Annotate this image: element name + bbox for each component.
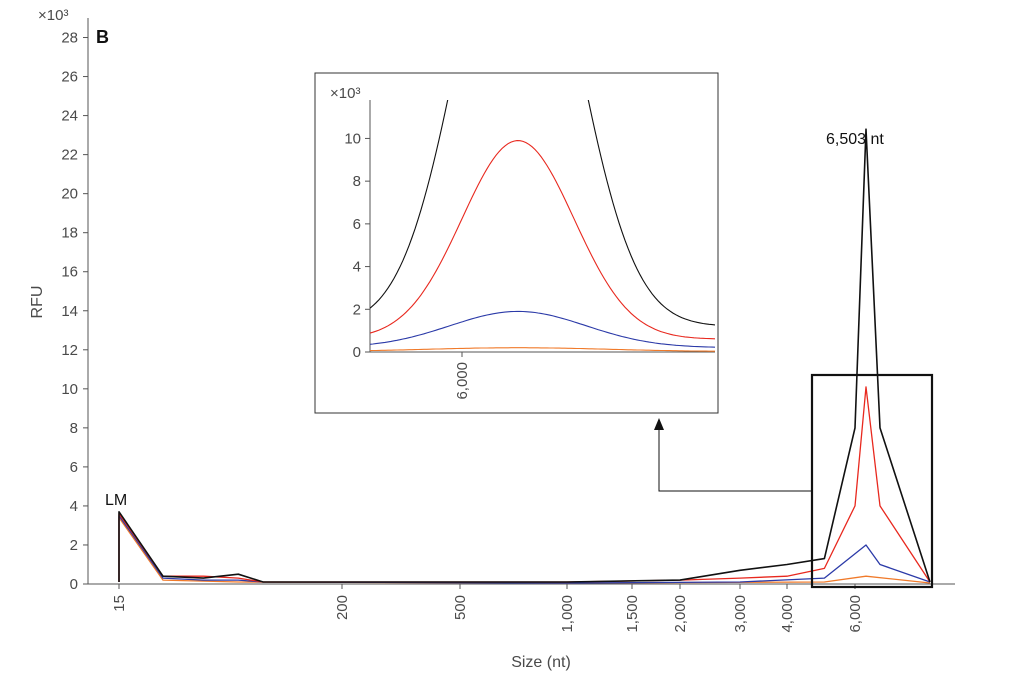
inset-y-tick-label: 4: [353, 259, 361, 276]
y-tick-label: 14: [61, 303, 78, 320]
inset-y-tick-label: 10: [344, 130, 361, 147]
y-tick-label: 10: [61, 381, 78, 398]
inset-x-tick-label: 6,000: [454, 362, 471, 400]
y-tick-label: 2: [70, 537, 78, 554]
inset-y-tick-label: 0: [353, 344, 361, 361]
x-tick-label: 1,500: [624, 595, 641, 633]
y-tick-label: 22: [61, 147, 78, 164]
inset-plot: ×10³ 0 2 4 6 8 10 6,000: [314, 72, 719, 414]
connector-arrowhead: [654, 418, 664, 430]
series-line-3: [118, 516, 931, 584]
x-tick-label: 4,000: [779, 595, 796, 633]
x-tick-label: 200: [334, 595, 351, 620]
panel-label: B: [96, 27, 109, 47]
series-line-0: [118, 128, 931, 583]
y-tick-label: 16: [61, 264, 78, 281]
annotation-peak-size: 6,503 nt: [826, 131, 884, 148]
y-tick-label: 12: [61, 342, 78, 359]
x-tick-label: 1,000: [559, 595, 576, 633]
x-tick-label: 500: [452, 595, 469, 620]
series-line-1: [118, 386, 931, 583]
zoom-region-box: [810, 373, 934, 589]
y-tick-label: 8: [70, 420, 78, 437]
inset-series-line-0: [370, 100, 715, 326]
x-axis-title: Size (nt): [511, 654, 571, 671]
connector-line: [658, 428, 812, 492]
x-tick-label: 6,000: [847, 595, 864, 633]
inset-y-tick-label: 6: [353, 216, 361, 233]
inset-series-line-1: [370, 140, 715, 340]
y-axis-title: RFU: [29, 286, 46, 319]
x-tick-label: 15: [111, 595, 128, 612]
inset-y-tick-label: 2: [353, 301, 361, 318]
inset-series-line-2: [370, 310, 715, 348]
inset-y-tick-label: 8: [353, 173, 361, 190]
zoom-connector: [654, 418, 812, 492]
y-tick-label: 6: [70, 459, 78, 476]
x-tick-label: 2,000: [672, 595, 689, 633]
y-multiplier-label: ×10³: [38, 7, 68, 24]
series-line-2: [118, 515, 931, 584]
x-tick-label: 3,000: [732, 595, 749, 633]
y-tick-label: 18: [61, 225, 78, 242]
y-tick-label: 28: [61, 30, 78, 47]
y-tick-label: 0: [70, 576, 78, 593]
inset-y-multiplier-label: ×10³: [330, 85, 360, 102]
y-tick-label: 4: [70, 498, 78, 515]
annotation-lower-marker: LM: [105, 492, 127, 509]
y-tick-label: 26: [61, 69, 78, 86]
inset-frame: [314, 72, 719, 414]
y-tick-label: 20: [61, 186, 78, 203]
y-tick-label: 24: [61, 108, 78, 125]
inset-series-line-3: [370, 347, 715, 352]
